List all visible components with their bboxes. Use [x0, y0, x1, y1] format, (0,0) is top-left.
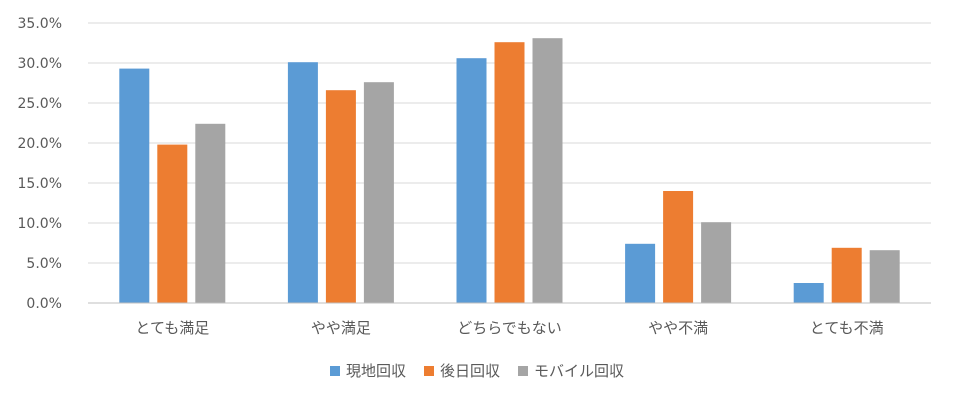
legend-item-series-3: モバイル回収	[518, 360, 624, 381]
legend-label-series-1: 現地回収	[345, 362, 406, 380]
bar-series-2-category-2	[325, 90, 356, 303]
bar-series-1-category-1	[119, 68, 150, 303]
x-axis-category-labels: とても満足 やや満足 どちらでもない やや不満 とても不満	[135, 319, 883, 337]
legend-swatch-series-2	[423, 365, 434, 376]
legend: 現地回収 後日回収 モバイル回収	[0, 360, 954, 381]
x-category-label: やや満足	[311, 319, 371, 337]
bar-series-3-category-5	[869, 250, 900, 303]
y-tick-label: 20.0%	[18, 136, 62, 152]
bar-series-1-category-3	[456, 58, 487, 304]
bar-series-2-category-4	[663, 191, 694, 303]
x-category-label: とても不満	[810, 319, 884, 337]
bar-series-2-category-1	[157, 144, 188, 303]
legend-swatch-series-1	[329, 365, 340, 376]
bar-series-2-category-3	[494, 42, 525, 303]
bar-series-3-category-2	[363, 82, 394, 303]
y-tick-label: 15.0%	[18, 176, 62, 192]
legend-item-series-2: 後日回収	[423, 360, 500, 381]
y-tick-label: 30.0%	[18, 56, 62, 72]
bar-series-3-category-4	[701, 222, 732, 303]
legend-label-series-2: 後日回収	[439, 362, 500, 380]
y-tick-label: 0.0%	[26, 296, 62, 312]
bars	[119, 38, 900, 304]
x-category-label: とても満足	[135, 319, 209, 337]
y-tick-label: 5.0%	[26, 256, 62, 272]
bar-series-3-category-3	[532, 38, 563, 303]
legend-swatch-series-3	[518, 365, 528, 376]
bar-series-2-category-5	[831, 247, 862, 303]
y-axis-tick-labels: 0.0% 5.0% 10.0% 15.0% 20.0% 25.0% 30.0% 35.0%	[18, 16, 62, 312]
bar-series-1-category-5	[793, 283, 824, 303]
x-category-label: どちらでもない	[457, 319, 562, 337]
bar-series-1-category-4	[625, 243, 656, 303]
bar-series-1-category-2	[287, 62, 318, 304]
y-tick-label: 35.0%	[18, 16, 62, 32]
legend-label-series-3: モバイル回収	[534, 362, 625, 380]
legend-item-series-1: 現地回収	[329, 360, 406, 381]
x-category-label: やや不満	[648, 319, 708, 337]
bar-series-3-category-1	[195, 123, 226, 303]
y-tick-label: 10.0%	[18, 216, 62, 232]
y-tick-label: 25.0%	[18, 96, 62, 112]
